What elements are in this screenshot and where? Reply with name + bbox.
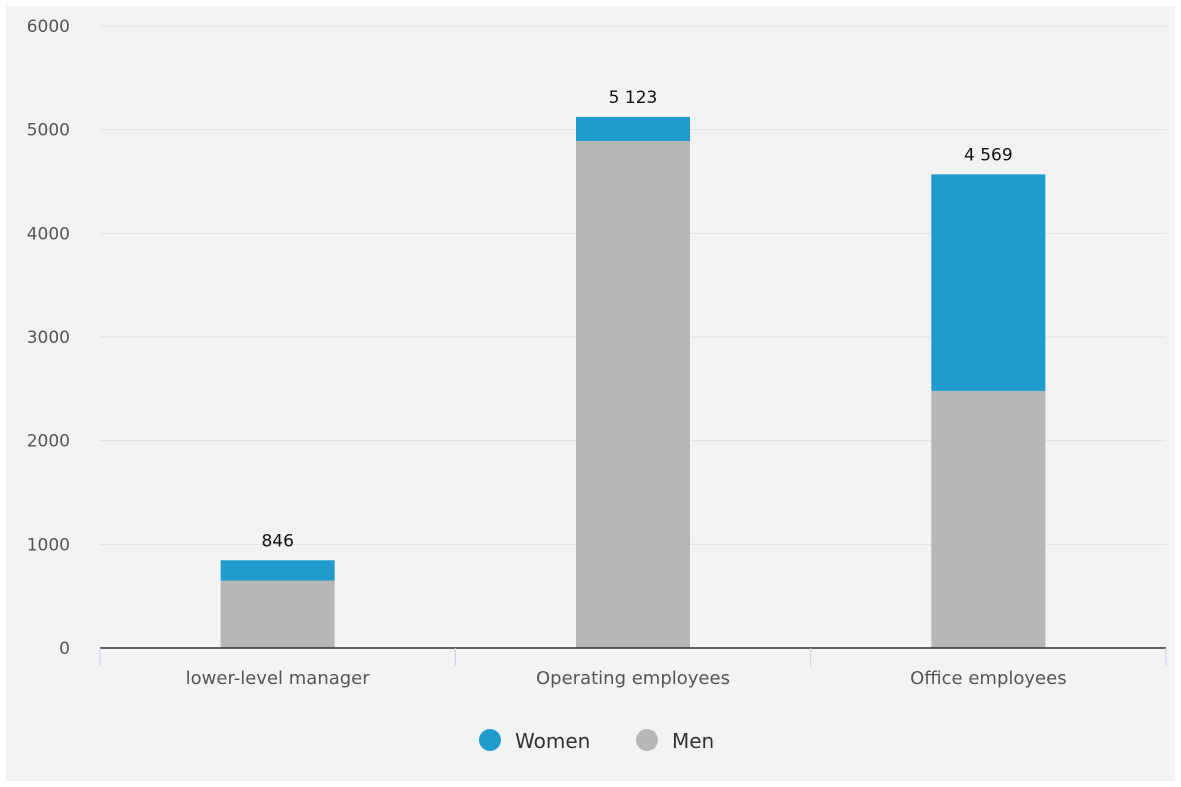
bar-total-labels: 846 5 123 4 569 bbox=[261, 88, 1012, 551]
bar-segment-women bbox=[931, 174, 1046, 391]
bar-segment-women bbox=[220, 560, 335, 581]
x-category-label: lower-level manager bbox=[186, 668, 371, 689]
bar-segment-men bbox=[931, 390, 1046, 648]
bars bbox=[220, 116, 1046, 648]
y-tick-label: 1000 bbox=[27, 535, 70, 555]
legend-item-women[interactable]: Women bbox=[479, 729, 590, 753]
x-axis-category-labels: lower-level manager Operating employees Of… bbox=[186, 668, 1067, 689]
legend-item-men[interactable]: Men bbox=[636, 729, 714, 753]
bar-segment-men bbox=[220, 580, 335, 648]
legend-label: Men bbox=[672, 729, 714, 753]
legend-label: Women bbox=[515, 729, 590, 753]
y-tick-label: 4000 bbox=[27, 224, 70, 244]
x-axis bbox=[99, 647, 1167, 666]
bar-total-label: 4 569 bbox=[964, 145, 1013, 165]
bar-total-label: 846 bbox=[261, 531, 293, 551]
y-tick-label: 6000 bbox=[27, 17, 70, 37]
legend: Women Men bbox=[479, 729, 714, 753]
legend-swatch bbox=[479, 729, 501, 751]
x-category-label: Operating employees bbox=[536, 668, 730, 689]
y-tick-label: 5000 bbox=[27, 121, 70, 141]
bar-total-label: 5 123 bbox=[609, 88, 658, 108]
y-tick-label: 2000 bbox=[27, 432, 70, 452]
y-tick-label: 3000 bbox=[27, 328, 70, 348]
y-axis-tick-labels: 0 1000 2000 3000 4000 5000 6000 bbox=[27, 17, 70, 659]
bar-segment-women bbox=[576, 116, 690, 142]
y-tick-label: 0 bbox=[59, 639, 70, 659]
bar-segment-men bbox=[576, 141, 690, 648]
x-category-label: Office employees bbox=[910, 668, 1067, 689]
legend-swatch bbox=[636, 729, 658, 751]
